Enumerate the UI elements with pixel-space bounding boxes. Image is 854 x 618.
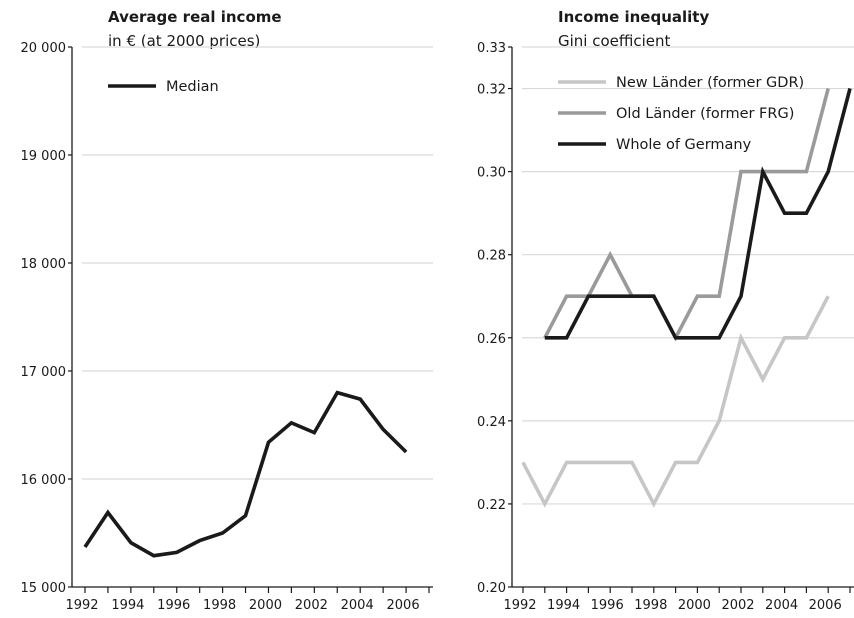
income-chart: Average real income in € (at 2000 prices… xyxy=(21,8,433,613)
y-tick-label: 0.24 xyxy=(477,415,506,430)
x-tick-label: 1994 xyxy=(111,598,144,613)
y-tick-label: 0.33 xyxy=(477,41,506,56)
legend-label: Old Länder (former FRG) xyxy=(616,106,794,122)
chart-subtitle: in € (at 2000 prices) xyxy=(108,32,260,50)
x-tick-label: 1998 xyxy=(634,598,667,613)
chart-title: Income inequality xyxy=(558,8,709,26)
y-tick-label: 0.32 xyxy=(477,83,506,98)
y-tick-label: 0.26 xyxy=(477,332,506,347)
chart-title: Average real income xyxy=(108,8,282,26)
y-tick-label: 19 000 xyxy=(21,149,67,164)
y-tick-label: 0.30 xyxy=(477,166,506,181)
y-tick-label: 0.28 xyxy=(477,249,506,264)
x-tick-label: 1992 xyxy=(503,598,536,613)
x-tick-label: 2000 xyxy=(249,598,282,613)
series-line xyxy=(83,390,408,558)
y-tick-label: 18 000 xyxy=(21,257,67,272)
x-tick-label: 1996 xyxy=(591,598,624,613)
x-tick-label: 1994 xyxy=(547,598,580,613)
series-line xyxy=(543,88,830,342)
x-tick-label: 2004 xyxy=(341,598,374,613)
y-tick-label: 16 000 xyxy=(21,473,67,488)
series-line xyxy=(544,88,852,340)
series-line xyxy=(521,295,830,508)
legend-label: New Länder (former GDR) xyxy=(616,75,804,91)
x-tick-label: 2004 xyxy=(765,598,798,613)
y-tick-label: 17 000 xyxy=(21,365,67,380)
x-tick-label: 2002 xyxy=(721,598,754,613)
inequality-chart: Income inequality Gini coefficient 0.20 0… xyxy=(477,8,854,613)
x-tick-label: 1996 xyxy=(157,598,190,613)
y-tick-label: 0.22 xyxy=(477,498,506,513)
x-tick-label: 2000 xyxy=(678,598,711,613)
legend-label: Whole of Germany xyxy=(616,137,752,153)
y-tick-label: 0.20 xyxy=(477,581,506,596)
x-tick-label: 1998 xyxy=(203,598,236,613)
y-tick-label: 15 000 xyxy=(21,581,67,596)
legend-label: Median xyxy=(166,79,219,95)
x-tick-label: 1992 xyxy=(65,598,98,613)
x-tick-label: 2006 xyxy=(387,598,420,613)
chart-subtitle: Gini coefficient xyxy=(558,32,671,50)
x-tick-label: 2006 xyxy=(809,598,842,613)
y-tick-label: 20 000 xyxy=(21,41,67,56)
x-tick-label: 2002 xyxy=(295,598,328,613)
